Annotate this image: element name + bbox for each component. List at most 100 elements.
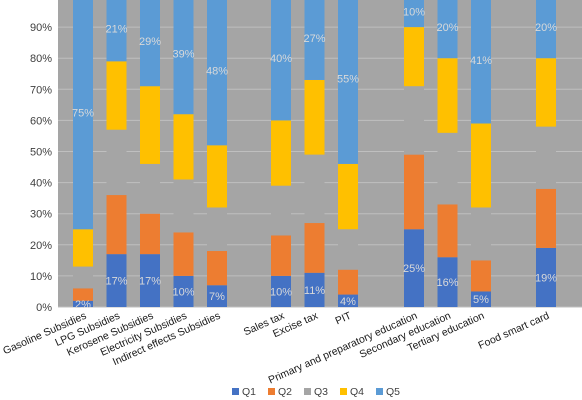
legend-label: Q1 — [242, 386, 256, 398]
bar-segment-q5 — [140, 0, 160, 87]
bar-segment-q5 — [304, 0, 325, 80]
bar-segment-q2 — [173, 232, 194, 276]
y-tick-label: 20% — [30, 240, 52, 252]
data-label: 40% — [270, 53, 292, 65]
y-tick-label: 90% — [30, 22, 52, 34]
y-tick-label: 30% — [30, 209, 52, 221]
legend-swatch — [304, 388, 311, 395]
data-label: 75% — [72, 108, 94, 120]
bar-segment-q4 — [404, 27, 424, 87]
bar-segment-q2 — [73, 288, 93, 301]
bar-segment-q1 — [404, 229, 424, 307]
bar-segment-q2 — [140, 213, 160, 255]
bar-segment-q2 — [471, 260, 491, 292]
bar-segment-q2 — [271, 235, 291, 276]
bar-segment-q1 — [437, 257, 458, 307]
legend: Q1 Q2 Q3 Q4 Q5 — [232, 386, 400, 398]
bar-segment-q5 — [536, 0, 556, 59]
bar-segment-q1 — [471, 291, 491, 307]
bar-segment-q1 — [207, 285, 227, 307]
bar-segment-q4 — [73, 229, 93, 267]
bar-segment-q5 — [207, 0, 227, 146]
bar-segment-q1 — [271, 275, 291, 307]
data-label: 19% — [535, 272, 557, 284]
y-tick-label: 70% — [30, 84, 52, 96]
y-tick-label: 100% — [24, 0, 52, 3]
y-tick-label: 80% — [30, 53, 52, 65]
data-label: 17% — [139, 276, 161, 288]
bar-segment-q5 — [173, 0, 194, 115]
bar-segment-q1 — [173, 275, 194, 307]
data-label: 25% — [403, 263, 425, 275]
bars — [73, 0, 556, 307]
bar-segment-q5 — [271, 0, 291, 121]
legend-label: Q3 — [314, 386, 328, 398]
data-label: 41% — [470, 55, 492, 67]
bar-segment-q1 — [338, 294, 358, 307]
bar-segment-q3 — [271, 185, 291, 236]
bar-segment-q3 — [338, 229, 358, 270]
category-label: PIT — [333, 310, 353, 328]
bar-segment-q4 — [140, 86, 160, 164]
bar-segment-q2 — [437, 204, 458, 258]
bar-segment-q3 — [73, 266, 93, 289]
bar-segment-q1 — [304, 272, 325, 307]
bar-segment-q5 — [404, 0, 424, 28]
data-label: 10% — [270, 286, 292, 298]
bar-segment-q5 — [73, 0, 93, 230]
data-label: 39% — [172, 49, 194, 61]
legend-swatch — [268, 388, 275, 395]
y-tick-label: 50% — [30, 147, 52, 159]
bar-segment-q1 — [140, 254, 160, 307]
bar-segment-q3 — [207, 207, 227, 252]
category-label: Food smart card — [476, 310, 551, 352]
data-label: 10% — [172, 286, 194, 298]
legend-label: Q5 — [386, 386, 400, 398]
bar-segment-q3 — [536, 126, 556, 189]
bar-segment-q4 — [173, 114, 194, 180]
data-label: 20% — [436, 22, 458, 34]
bar-segment-q2 — [207, 251, 227, 286]
y-axis-ticks: 0% 10% 20% 30% 40% 50% 60% 70% 80% 90% 100% — [24, 0, 52, 314]
data-label: 48% — [206, 66, 228, 78]
data-label: 17% — [105, 276, 127, 288]
bar-segment-q4 — [437, 58, 458, 133]
bar-segment-q3 — [173, 179, 194, 233]
bar-segment-q4 — [106, 61, 127, 130]
data-labels: 2% 75% 17% 21% 17% 29% 10% 39% 7% 48% 10% 40% 11% 27%… — [72, 7, 557, 311]
data-label: 7% — [209, 291, 225, 303]
y-tick-label: 40% — [30, 178, 52, 190]
bar-segment-q4 — [271, 120, 291, 186]
data-label: 4% — [340, 296, 356, 308]
bar-segment-q2 — [338, 269, 358, 295]
bar-segment-q3 — [106, 129, 127, 196]
data-label: 55% — [337, 73, 359, 85]
bar-segment-q4 — [338, 163, 358, 230]
y-tick-label: 10% — [30, 271, 52, 283]
bar-segment-q5 — [338, 0, 358, 164]
data-label: 5% — [473, 294, 489, 306]
data-label: 20% — [535, 22, 557, 34]
bar-segment-q5 — [471, 0, 491, 124]
y-tick-label: 0% — [36, 302, 52, 314]
bar-segment-q2 — [304, 223, 325, 273]
bar-segment-q4 — [471, 123, 491, 208]
data-label: 21% — [105, 24, 127, 36]
legend-swatch — [376, 388, 383, 395]
bar-segment-q1 — [73, 300, 93, 307]
legend-label: Q2 — [278, 386, 292, 398]
bar-segment-q3 — [404, 86, 424, 155]
bar-segment-q4 — [304, 79, 325, 155]
bar-segment-q1 — [536, 247, 556, 307]
bar-segment-q2 — [536, 188, 556, 248]
data-label: 16% — [436, 277, 458, 289]
bar-segment-q1 — [106, 254, 127, 307]
data-label: 2% — [75, 299, 91, 311]
bar-segment-q3 — [140, 163, 160, 214]
bar-segment-q4 — [207, 145, 227, 208]
y-tick-label: 60% — [30, 115, 52, 127]
data-label: 27% — [303, 33, 325, 45]
legend-swatch — [340, 388, 347, 395]
